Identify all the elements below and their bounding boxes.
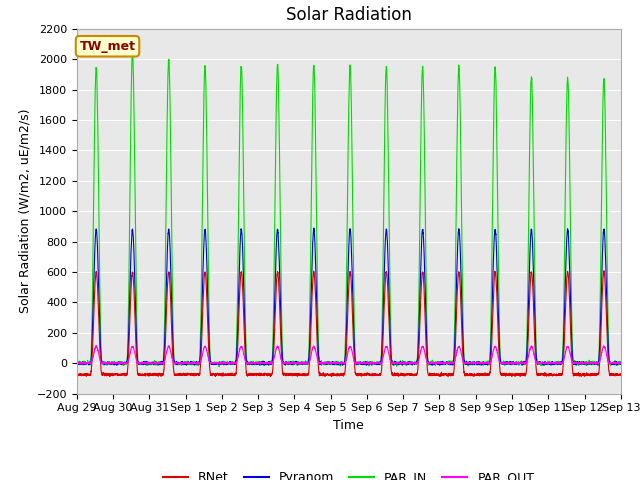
Line: PAR_IN: PAR_IN [77, 50, 621, 367]
PAR_OUT [502, 360, 509, 366]
PAR_IN [441, 361, 449, 367]
Line: Pyranom: Pyranom [77, 228, 621, 365]
RNet [73, 372, 81, 377]
PAR_IN [329, 360, 337, 366]
PAR_OUT [92, 343, 100, 348]
PAR_OUT [617, 360, 625, 366]
PAR_IN [171, 360, 179, 366]
PAR_OUT [73, 360, 81, 366]
RNet [471, 372, 479, 377]
RNet [441, 372, 449, 378]
X-axis label: Time: Time [333, 419, 364, 432]
RNet [329, 371, 337, 377]
PAR_IN [73, 359, 81, 365]
PAR_OUT [329, 360, 337, 366]
RNet [617, 372, 625, 378]
Legend: RNet, Pyranom, PAR_IN, PAR_OUT: RNet, Pyranom, PAR_IN, PAR_OUT [158, 467, 540, 480]
Pyranom [310, 225, 317, 231]
PAR_OUT [616, 360, 624, 366]
PAR_IN [616, 361, 624, 367]
Pyranom [502, 361, 509, 367]
Y-axis label: Solar Radiation (W/m2, uE/m2/s): Solar Radiation (W/m2, uE/m2/s) [18, 109, 31, 313]
RNet [171, 372, 179, 378]
PAR_IN [215, 364, 223, 370]
Pyranom [428, 362, 436, 368]
PAR_IN [471, 360, 479, 366]
Pyranom [471, 360, 479, 366]
RNet [600, 268, 608, 274]
PAR_OUT [471, 360, 479, 366]
PAR_OUT [441, 360, 449, 366]
RNet [502, 372, 509, 377]
Pyranom [617, 360, 625, 366]
RNet [106, 374, 114, 380]
RNet [616, 371, 624, 377]
Pyranom [73, 360, 81, 366]
Pyranom [441, 360, 449, 366]
PAR_OUT [171, 360, 179, 366]
PAR_OUT [400, 361, 408, 367]
Line: RNet: RNet [77, 271, 621, 377]
Text: TW_met: TW_met [79, 40, 136, 53]
Line: PAR_OUT: PAR_OUT [77, 346, 621, 364]
PAR_IN [617, 361, 625, 367]
Pyranom [616, 361, 624, 367]
Title: Solar Radiation: Solar Radiation [286, 6, 412, 24]
Pyranom [329, 359, 337, 364]
Pyranom [171, 360, 179, 365]
PAR_IN [129, 48, 136, 53]
PAR_IN [502, 360, 509, 366]
